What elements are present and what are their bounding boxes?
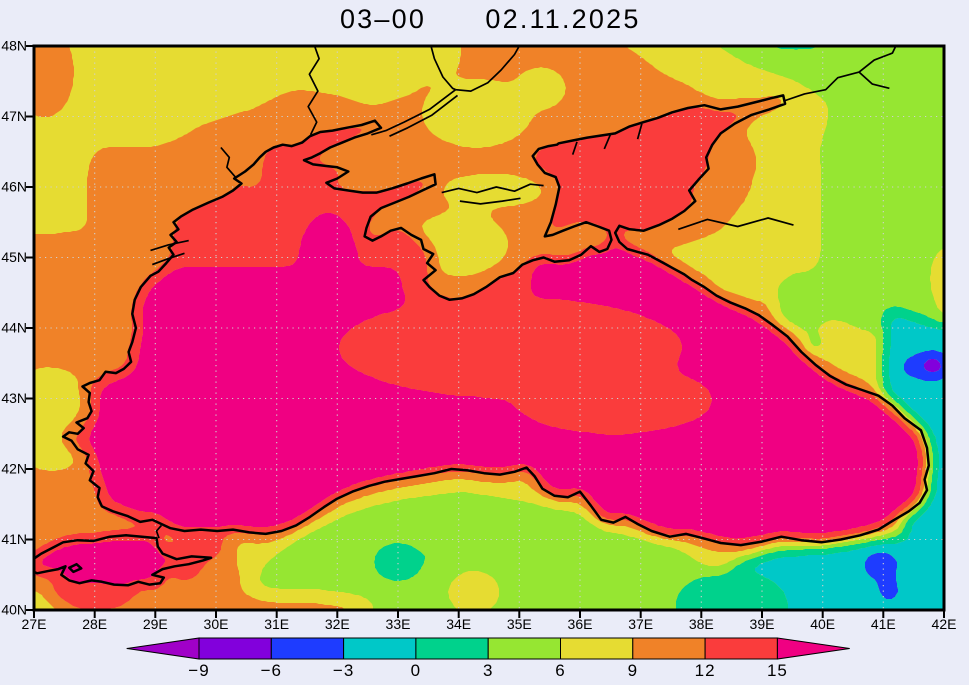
svg-text:38E: 38E [689,616,714,632]
svg-text:−9: −9 [188,661,209,680]
svg-text:33E: 33E [386,616,411,632]
svg-text:6: 6 [555,661,565,680]
svg-text:32E: 32E [325,616,350,632]
svg-text:−6: −6 [261,661,282,680]
svg-text:31E: 31E [264,616,289,632]
svg-text:44N: 44N [1,320,27,336]
svg-text:35E: 35E [507,616,532,632]
svg-text:28E: 28E [82,616,107,632]
svg-text:34E: 34E [446,616,471,632]
svg-text:40N: 40N [1,602,27,618]
svg-text:42N: 42N [1,461,27,477]
svg-text:41N: 41N [1,531,27,547]
svg-text:37E: 37E [628,616,653,632]
svg-text:40E: 40E [810,616,835,632]
svg-text:02.11.2025: 02.11.2025 [485,4,640,34]
svg-text:−3: −3 [333,661,354,680]
svg-text:9: 9 [628,661,638,680]
svg-text:36E: 36E [568,616,593,632]
svg-text:47N: 47N [1,108,27,124]
svg-text:15: 15 [767,661,788,680]
svg-text:46N: 46N [1,179,27,195]
svg-text:42E: 42E [932,616,957,632]
svg-text:41E: 41E [871,616,896,632]
svg-text:27E: 27E [22,616,47,632]
svg-text:45N: 45N [1,249,27,265]
svg-text:39E: 39E [750,616,775,632]
svg-text:12: 12 [695,661,716,680]
svg-text:48N: 48N [1,38,27,54]
svg-text:3: 3 [483,661,493,680]
svg-text:03–00: 03–00 [340,4,426,34]
svg-text:30E: 30E [204,616,229,632]
svg-text:29E: 29E [143,616,168,632]
svg-text:0: 0 [411,661,421,680]
svg-text:43N: 43N [1,390,27,406]
